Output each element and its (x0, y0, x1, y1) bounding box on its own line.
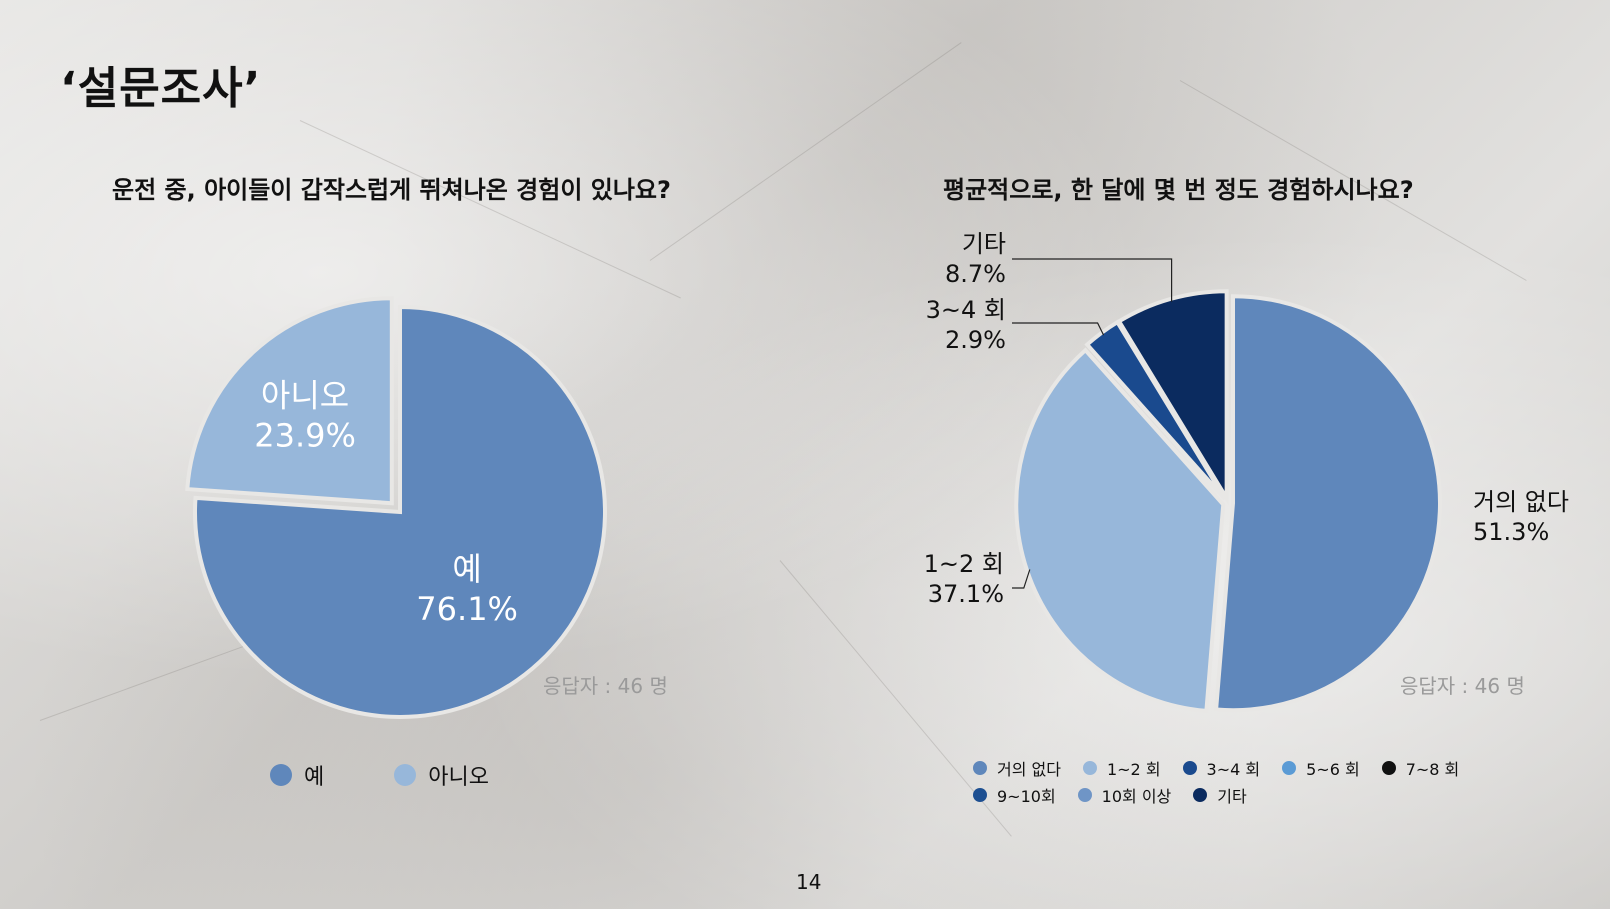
legend-color-dot (1077, 788, 1092, 802)
legend-item: 5~6 회 (1282, 756, 1360, 780)
callout-leader-line (1012, 322, 1105, 336)
legend-color-dot (973, 788, 987, 802)
page-number: 14 (796, 870, 822, 894)
legend-label: 1~2 회 (1106, 760, 1161, 779)
callout-value: 2.9% (945, 326, 1006, 354)
chart2-respondents: 응답자 : 46 명 (1400, 674, 1525, 698)
legend-label: 예 (304, 765, 325, 790)
callout-category: 기타 (962, 230, 1006, 258)
pie-slice-3 (1116, 289, 1229, 506)
callout-value: 51.3% (1473, 518, 1549, 546)
legend-item: 1~2 회 (1082, 756, 1161, 780)
pie-slice-no (185, 296, 394, 506)
callout-category: 1~2 회 (924, 550, 1004, 578)
legend-color-dot (394, 764, 417, 786)
pie-slice-1 (1014, 347, 1226, 714)
legend-color-dot (973, 761, 987, 775)
legend-label: 10회 이상 (1101, 787, 1172, 806)
callout-value: 8.7% (945, 260, 1006, 288)
legend-label: 거의 없다 (997, 760, 1061, 779)
callout-category: 거의 없다 (1473, 488, 1569, 516)
callout-leader-line (1012, 569, 1031, 589)
callout-value: 37.1% (928, 580, 1004, 608)
callout-category: 3~4 회 (926, 296, 1006, 324)
legend-color-dot (1282, 761, 1297, 775)
legend-color-dot (1082, 761, 1097, 775)
slide-title: ‘설문조사’ (60, 63, 262, 114)
legend-label: 7~8 회 (1405, 760, 1460, 779)
legend-item: 예 (270, 759, 324, 791)
chart1-legend: 예 아니오 (270, 759, 489, 791)
chart1-respondents: 응답자 : 46 명 (543, 674, 668, 698)
legend-color-dot (1182, 761, 1197, 775)
slice-label-category: 아니오 (261, 376, 349, 414)
legend-label: 3~4 회 (1206, 760, 1261, 779)
legend-color-dot (1381, 761, 1396, 775)
slice-label-value: 76.1% (416, 590, 518, 628)
legend-label: 기타 (1217, 787, 1247, 806)
legend-item: 9~10회 (973, 783, 1056, 807)
legend-item: 10회 이상 (1077, 783, 1172, 807)
chart2-legend: 거의 없다 1~2 회 3~4 회 5~6 회 7~8 회 9~10회 10회 이상 기타 (973, 756, 1533, 807)
legend-item: 기타 (1193, 783, 1247, 807)
chart2-title: 평균적으로, 한 달에 몇 번 정도 경험하시나요? (943, 176, 1414, 204)
legend-label: 9~10회 (997, 787, 1056, 806)
legend-label: 아니오 (428, 765, 489, 790)
slice-label-value: 23.9% (254, 416, 356, 454)
legend-item: 아니오 (394, 759, 489, 791)
pie-slice-yes (193, 304, 607, 719)
callout-leader-line (1012, 258, 1173, 302)
legend-color-dot (1193, 788, 1208, 802)
legend-item: 3~4 회 (1182, 756, 1261, 780)
legend-label: 5~6 회 (1306, 760, 1360, 779)
pie-slice-0 (1213, 294, 1442, 713)
legend-item: 거의 없다 (973, 756, 1061, 780)
legend-color-dot (270, 764, 292, 786)
slice-label-category: 예 (452, 550, 481, 588)
legend-item: 7~8 회 (1381, 756, 1460, 780)
chart1-title: 운전 중, 아이들이 갑작스럽게 뛰쳐나온 경험이 있나요? (112, 176, 671, 204)
